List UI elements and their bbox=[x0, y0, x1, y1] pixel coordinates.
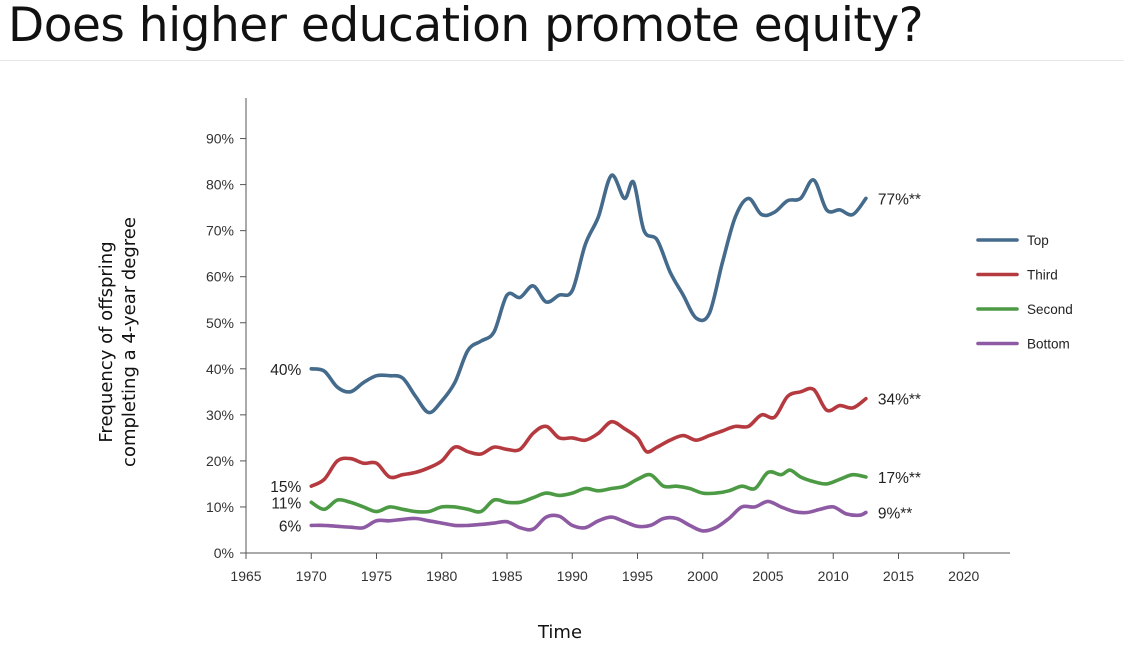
y-tick-label: 0% bbox=[214, 545, 234, 561]
start-label-second: 11% bbox=[271, 495, 301, 512]
y-tick-label: 50% bbox=[206, 315, 234, 331]
series-line-bottom bbox=[309, 499, 868, 533]
x-tick-label: 2010 bbox=[818, 568, 849, 584]
x-tick-label: 1995 bbox=[622, 568, 653, 584]
chart-series-lines bbox=[309, 173, 868, 533]
start-label-bottom: 6% bbox=[279, 518, 302, 535]
end-label-second: 17%** bbox=[878, 470, 921, 487]
y-tick-label: 60% bbox=[206, 269, 234, 285]
x-tick-label: 2020 bbox=[948, 568, 979, 584]
series-line-third bbox=[309, 386, 868, 488]
x-tick-label: 1965 bbox=[230, 568, 261, 584]
y-tick-label: 90% bbox=[206, 131, 234, 147]
end-label-bottom: 9%** bbox=[878, 505, 912, 522]
y-axis-title-line-1: Frequency of offspring bbox=[96, 241, 117, 442]
x-tick-label: 2015 bbox=[883, 568, 914, 584]
x-tick-label: 2000 bbox=[687, 568, 718, 584]
legend-label-bottom: Bottom bbox=[1027, 337, 1070, 352]
chart-series-labels: 40% 77%** 15% 34%** 11% 17%** 6% 9%** bbox=[270, 191, 921, 535]
x-tick-label: 1990 bbox=[557, 568, 588, 584]
x-tick-label: 2005 bbox=[752, 568, 783, 584]
y-tick-label: 70% bbox=[206, 223, 234, 239]
y-tick-label: 80% bbox=[206, 177, 234, 193]
legend-label-second: Second bbox=[1027, 302, 1073, 317]
y-tick-label: 40% bbox=[206, 361, 234, 377]
end-label-top: 77%** bbox=[878, 191, 921, 208]
slide-title: Does higher education promote equity? bbox=[8, 0, 924, 53]
x-tick-label: 1985 bbox=[491, 568, 522, 584]
x-tick-label: 1970 bbox=[296, 568, 327, 584]
y-axis-title: Frequency of offspring completing a 4-ye… bbox=[96, 217, 140, 467]
end-label-third: 34%** bbox=[878, 392, 921, 409]
y-tick-label: 20% bbox=[206, 453, 234, 469]
legend-label-third: Third bbox=[1027, 268, 1058, 283]
start-label-top: 40% bbox=[270, 362, 301, 379]
start-label-third: 15% bbox=[270, 479, 301, 496]
x-tick-label: 1975 bbox=[361, 568, 392, 584]
legend-label-top: Top bbox=[1027, 233, 1049, 248]
x-tick-label: 1980 bbox=[426, 568, 457, 584]
chart-axes: 0% 10% 20% 30% 40% 50% 60% 70% 80% 90% 1965 1970 197… bbox=[206, 98, 1010, 584]
chart-legend: Top Third Second Bottom bbox=[976, 233, 1073, 352]
series-line-second bbox=[309, 468, 868, 514]
y-tick-label: 30% bbox=[206, 407, 234, 423]
y-tick-label: 10% bbox=[206, 499, 234, 515]
y-axis-title-line-2: completing a 4-year degree bbox=[119, 217, 140, 467]
title-divider bbox=[0, 60, 1124, 61]
x-axis-title: Time bbox=[537, 622, 582, 643]
series-line-top bbox=[309, 173, 868, 415]
